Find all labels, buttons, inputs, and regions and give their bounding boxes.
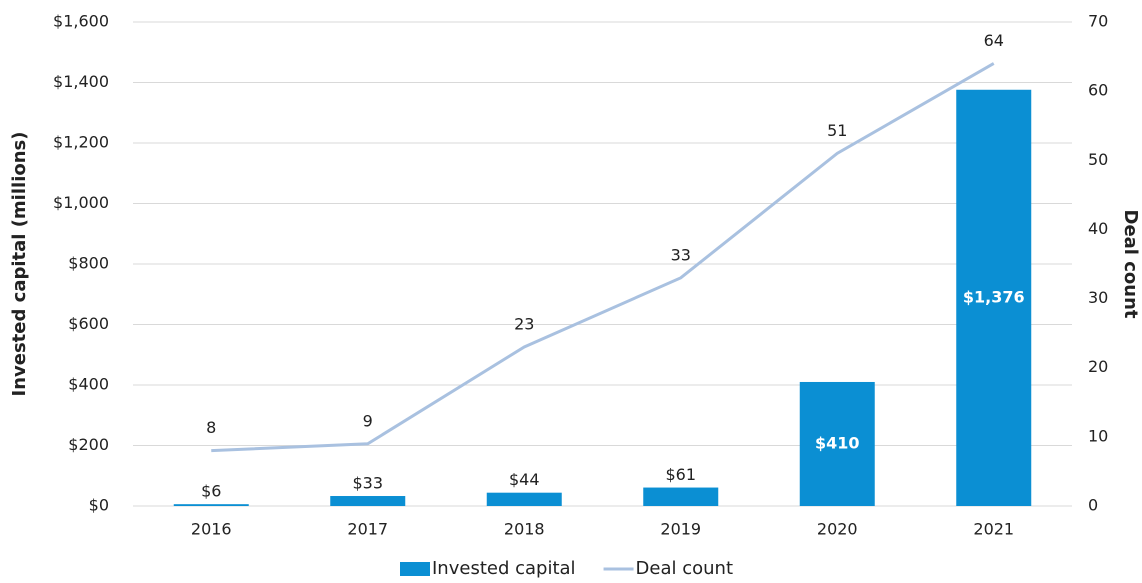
bar-value-label: $61 bbox=[665, 465, 696, 484]
bar-value-label: $6 bbox=[201, 482, 221, 501]
bar bbox=[643, 487, 719, 506]
line-value-label: 9 bbox=[363, 411, 373, 430]
x-tick-label: 2021 bbox=[973, 520, 1014, 539]
y-tick-label: $1,200 bbox=[53, 133, 109, 152]
y2-axis-title: Deal count bbox=[1120, 209, 1141, 318]
bar-value-label: $33 bbox=[352, 474, 383, 493]
y2-tick-label: 30 bbox=[1088, 288, 1108, 307]
y-tick-label: $1,600 bbox=[53, 12, 109, 31]
y-tick-label: $800 bbox=[68, 254, 109, 273]
y-tick-label: $600 bbox=[68, 314, 109, 333]
legend-label: Invested capital bbox=[432, 558, 576, 579]
bar bbox=[330, 496, 406, 506]
bar-value-label: $1,376 bbox=[963, 287, 1025, 306]
y2-tick-label: 20 bbox=[1088, 357, 1108, 376]
line-value-label: 64 bbox=[984, 31, 1004, 50]
line-value-label: 8 bbox=[206, 418, 216, 437]
y-tick-label: $200 bbox=[68, 435, 109, 454]
bar-value-label: $44 bbox=[509, 470, 540, 489]
x-tick-label: 2019 bbox=[660, 520, 701, 539]
y2-tick-label: 0 bbox=[1088, 496, 1098, 515]
legend-label: Deal count bbox=[636, 558, 733, 579]
y2-tick-label: 70 bbox=[1088, 12, 1108, 31]
line bbox=[211, 62, 995, 453]
y-tick-label: $1,400 bbox=[53, 72, 109, 91]
y-tick-label: $0 bbox=[89, 496, 109, 515]
y2-tick-label: 50 bbox=[1088, 150, 1108, 169]
x-tick-label: 2016 bbox=[191, 520, 232, 539]
line-value-label: 51 bbox=[827, 121, 847, 140]
bar bbox=[956, 89, 1032, 506]
line-value-label: 23 bbox=[514, 314, 534, 333]
line-value-label: 33 bbox=[671, 245, 691, 264]
x-tick-label: 2020 bbox=[817, 520, 858, 539]
bar-value-label: $410 bbox=[815, 433, 860, 452]
y2-tick-label: 60 bbox=[1088, 81, 1108, 100]
x-tick-label: 2018 bbox=[504, 520, 545, 539]
y2-tick-label: 10 bbox=[1088, 426, 1108, 445]
y2-tick-label: 40 bbox=[1088, 219, 1108, 238]
bar bbox=[486, 492, 562, 506]
bar bbox=[799, 381, 875, 506]
bar bbox=[173, 504, 249, 506]
y-tick-label: $400 bbox=[68, 375, 109, 394]
legend-swatch bbox=[400, 562, 430, 576]
y-axis-title: Invested capital (millions) bbox=[9, 132, 30, 397]
y-tick-label: $1,000 bbox=[53, 193, 109, 212]
x-tick-label: 2017 bbox=[347, 520, 388, 539]
